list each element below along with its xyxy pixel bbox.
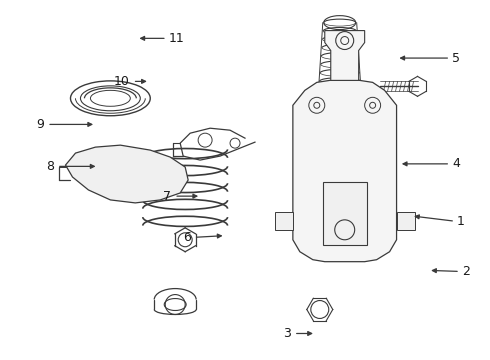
Polygon shape (396, 212, 415, 230)
Polygon shape (275, 212, 293, 230)
Text: 3: 3 (283, 327, 291, 340)
Text: 11: 11 (169, 32, 185, 45)
Text: 7: 7 (163, 190, 171, 203)
Text: 8: 8 (46, 160, 54, 173)
Text: 9: 9 (36, 118, 44, 131)
Text: 5: 5 (452, 51, 460, 64)
Text: 1: 1 (457, 215, 465, 228)
Polygon shape (323, 182, 367, 245)
Polygon shape (325, 31, 365, 80)
Text: 10: 10 (114, 75, 130, 88)
Polygon shape (293, 80, 396, 262)
Text: 6: 6 (183, 231, 191, 244)
Polygon shape (66, 145, 188, 203)
Text: 4: 4 (452, 157, 460, 170)
Text: 2: 2 (462, 265, 470, 278)
